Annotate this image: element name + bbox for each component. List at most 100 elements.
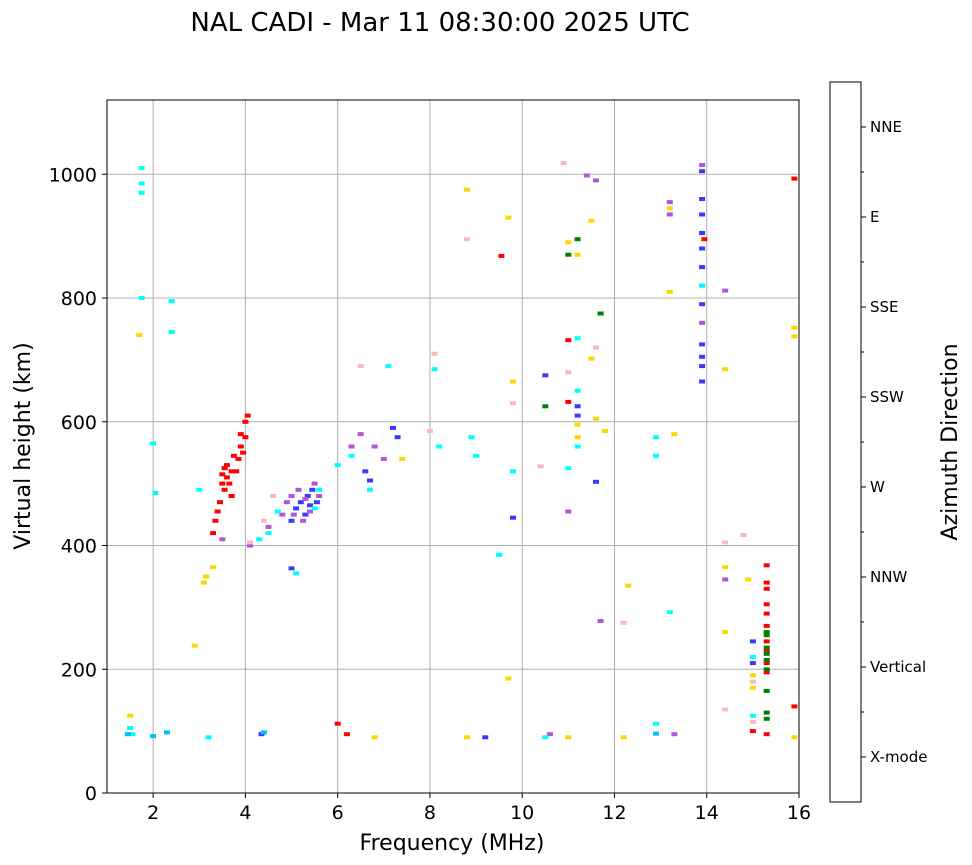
data-point-nnw: [699, 231, 706, 235]
data-point-ssw: [426, 429, 433, 433]
data-point-e: [138, 181, 145, 186]
data-point-vertical: [228, 469, 235, 474]
data-point-ssw: [270, 494, 277, 498]
data-point-ssw: [247, 540, 253, 545]
data-point-x-mode: [763, 688, 770, 693]
data-point-vertical: [244, 413, 251, 418]
data-point-ssw: [593, 345, 599, 350]
data-point-nnw: [699, 212, 706, 217]
data-point-x-mode: [763, 633, 770, 638]
data-point-x-mode: [763, 645, 770, 650]
data-point-nne: [653, 731, 659, 736]
data-point-sse: [371, 735, 378, 740]
data-point-sse: [593, 416, 599, 421]
data-point-sse: [505, 676, 512, 681]
data-point-sse: [791, 325, 798, 330]
data-point-sse: [588, 356, 595, 361]
data-point-vertical: [763, 623, 770, 628]
data-point-x-mode: [597, 311, 604, 316]
data-point-ssw: [620, 620, 627, 625]
data-point-vertical: [233, 469, 240, 474]
data-point-sse: [574, 252, 581, 257]
data-point-w: [290, 512, 297, 517]
x-axis-ticks: 2 4 6 8 10 12 14 16: [147, 793, 811, 824]
data-point-nnw: [394, 435, 401, 440]
colorbar-label: NNE: [870, 118, 902, 136]
data-point-sse: [745, 577, 752, 582]
data-point-w: [311, 481, 318, 486]
data-point-w: [279, 512, 286, 517]
data-point-nnw: [593, 479, 599, 484]
data-point-nne: [164, 730, 170, 735]
data-point-sse: [574, 422, 581, 427]
x-tick-label: 4: [239, 802, 251, 824]
data-point-w: [546, 732, 553, 737]
data-point-nnw: [482, 735, 489, 740]
data-point-e: [138, 166, 145, 171]
x-axis-label: Frequency (MHz): [360, 831, 545, 856]
data-point-ssw: [740, 533, 747, 537]
data-point-ssw: [722, 540, 729, 545]
plot-area: [107, 100, 799, 793]
data-point-e: [367, 487, 373, 492]
data-point-vertical: [498, 253, 505, 258]
data-point-x-mode: [763, 658, 770, 662]
data-point-sse: [749, 673, 756, 678]
data-point-sse: [510, 379, 516, 384]
data-point-ssw: [537, 464, 544, 469]
data-point-e: [473, 453, 480, 458]
data-point-e: [653, 453, 659, 458]
data-point-sse: [749, 685, 756, 690]
data-point-e: [316, 487, 323, 492]
data-point-ssw: [560, 161, 567, 166]
data-point-sse: [203, 574, 210, 579]
data-point-w: [371, 444, 378, 449]
data-point-vertical: [749, 729, 756, 734]
data-point-ssw: [722, 707, 729, 712]
data-point-w: [666, 200, 673, 205]
data-point-nnw: [307, 503, 313, 508]
data-point-nnw: [293, 506, 300, 511]
data-point-sse: [463, 735, 470, 740]
colorbar-title: Azimuth Direction: [938, 343, 963, 540]
data-point-x-mode: [763, 630, 770, 635]
data-point-x-mode: [574, 237, 581, 242]
data-point-vertical: [763, 648, 770, 653]
data-point-nnw: [302, 512, 309, 517]
data-point-sse: [620, 735, 627, 740]
data-point-vertical: [228, 494, 235, 498]
colorbar: X-mode Vertical NNW W SSW SSE E NNE: [829, 81, 927, 803]
data-point-vertical: [763, 580, 770, 585]
data-point-nnw: [699, 379, 706, 384]
data-point-nnw: [542, 373, 549, 378]
data-point-e: [129, 732, 136, 737]
data-point-w: [307, 509, 313, 514]
data-point-sse: [671, 432, 678, 437]
data-point-w: [265, 524, 272, 529]
data-point-w: [666, 212, 673, 217]
data-point-vertical: [223, 463, 230, 468]
data-point-e: [168, 299, 175, 304]
data-point-w: [348, 444, 355, 449]
data-point-e: [138, 190, 145, 195]
data-point-e: [436, 444, 443, 449]
data-point-w: [699, 320, 706, 325]
data-point-e: [574, 444, 581, 449]
data-point-vertical: [219, 481, 226, 486]
data-point-vertical: [221, 466, 228, 471]
data-point-sse: [722, 565, 729, 570]
data-point-sse: [666, 289, 673, 294]
data-point-sse: [136, 333, 143, 338]
data-point-vertical: [763, 732, 770, 737]
data-point-e: [205, 735, 212, 740]
y-axis-label: Virtual height (km): [11, 342, 36, 549]
colorbar-label: SSE: [870, 298, 899, 316]
data-point-w: [316, 494, 323, 498]
data-point-vertical: [237, 444, 244, 449]
data-point-sse: [602, 429, 609, 433]
data-point-ssw: [260, 518, 267, 523]
data-point-nnw: [699, 197, 706, 201]
x-tick-label: 2: [147, 802, 159, 824]
data-point-vertical: [763, 639, 770, 644]
data-point-e: [653, 721, 659, 726]
